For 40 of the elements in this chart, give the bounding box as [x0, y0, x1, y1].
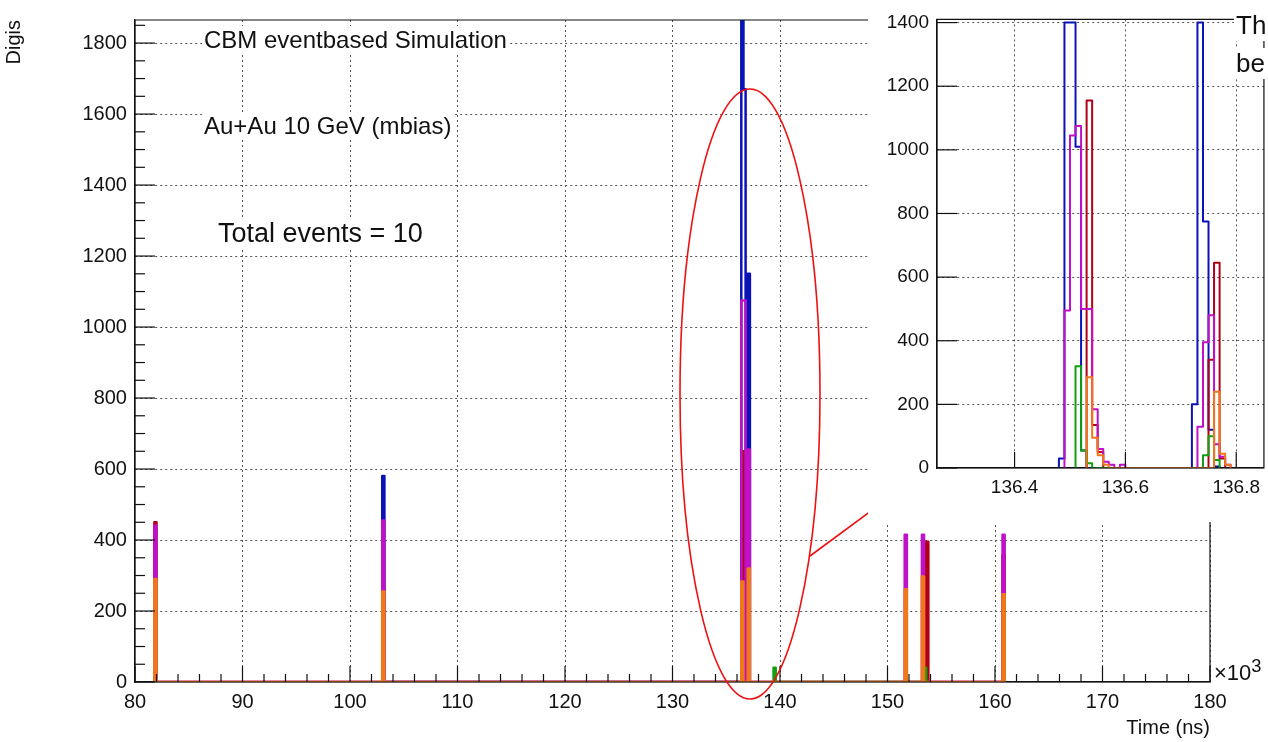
y-tick-label: 1600	[82, 101, 127, 124]
annotation: Th	[1234, 10, 1268, 41]
x-tick-label: 90	[231, 689, 254, 712]
y-tick-label: 0	[115, 669, 127, 692]
x-tick-label: 170	[1085, 689, 1120, 712]
x-tick-label: 150	[870, 689, 905, 712]
x-tick-label: 180	[1193, 689, 1227, 712]
y-tick-label: 1000	[82, 314, 127, 337]
x-tick-label: 80	[123, 689, 147, 712]
x-tick-label: 136.8	[1212, 475, 1260, 497]
x-tick-label: 100	[333, 689, 367, 712]
x-tick-label: 136.4	[990, 475, 1039, 497]
y-tick-label: 200	[897, 392, 929, 414]
x-axis-title: Time (ns)	[1126, 715, 1210, 738]
x-tick-label: 140	[763, 689, 797, 712]
y-axis-title: Digis	[1, 20, 24, 65]
y-tick-label: 400	[897, 328, 929, 350]
y-tick-label: 0	[918, 456, 929, 478]
annotation: CBM eventbased Simulation	[202, 26, 509, 54]
annotation: Total events = 10	[216, 218, 425, 249]
x-tick-label: 130	[655, 689, 690, 712]
x-tick-label: 110	[441, 689, 474, 712]
y-tick-label: 1200	[82, 243, 127, 266]
y-tick-label: 1400	[886, 10, 929, 32]
y-tick-label: 800	[897, 201, 929, 223]
annotation: be	[1234, 48, 1267, 79]
y-tick-label: 1000	[886, 138, 929, 160]
y-tick-label: 1400	[82, 172, 127, 195]
annotation: Au+Au 10 GeV (mbias)	[202, 112, 454, 140]
y-tick-label: 1200	[886, 74, 929, 96]
x-tick-label: 120	[548, 689, 582, 712]
y-tick-label: 600	[93, 456, 127, 479]
x-tick-label: 136.6	[1101, 475, 1150, 497]
y-tick-label: 600	[897, 265, 929, 287]
y-tick-label: 800	[93, 385, 127, 408]
text: ×10$^{3}$	[1212, 655, 1264, 687]
y-tick-label: 1800	[82, 30, 127, 53]
x-tick-label: 160	[978, 689, 1012, 712]
y-tick-label: 200	[93, 598, 127, 621]
y-tick-label: 400	[93, 527, 127, 550]
